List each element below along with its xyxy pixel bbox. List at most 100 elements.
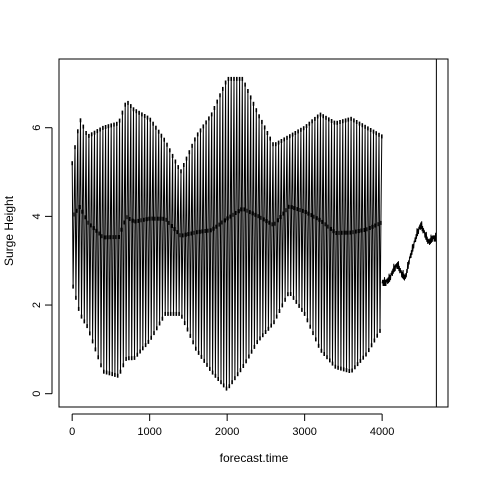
observed-surge-point — [216, 225, 218, 229]
observed-surge-point — [239, 77, 241, 81]
observed-surge-point — [231, 380, 233, 384]
observed-surge-point — [242, 77, 244, 81]
observed-surge-point — [162, 317, 164, 321]
observed-surge-point — [166, 143, 168, 147]
observed-surge-point — [363, 228, 365, 232]
observed-surge-point — [319, 218, 321, 222]
observed-surge-point — [194, 137, 196, 141]
observed-surge-point — [105, 125, 107, 129]
observed-surge-point — [338, 231, 340, 235]
observed-surge-point — [241, 207, 243, 211]
observed-surge-point — [251, 350, 253, 354]
observed-surge-point — [215, 374, 217, 378]
observed-surge-point — [373, 130, 375, 134]
observed-surge-point — [157, 217, 159, 221]
observed-surge-point — [144, 114, 146, 118]
observed-surge-point — [366, 227, 368, 231]
observed-surge-point — [96, 229, 98, 233]
observed-surge-point — [220, 380, 222, 384]
observed-surge-point — [357, 362, 359, 366]
observed-surge-point — [160, 217, 162, 221]
observed-surge-point — [152, 122, 154, 126]
observed-surge-point — [282, 303, 284, 307]
observed-surge-point — [94, 131, 96, 135]
observed-surge-point — [284, 298, 286, 302]
observed-surge-point — [167, 312, 169, 316]
observed-surge-point — [367, 126, 369, 130]
observed-surge-point — [306, 124, 308, 128]
observed-surge-point — [137, 353, 139, 357]
observed-surge-point — [145, 343, 147, 347]
observed-surge-point — [134, 356, 136, 360]
observed-surge-point — [286, 136, 288, 140]
observed-surge-point — [132, 219, 134, 223]
observed-surge-point — [163, 217, 165, 221]
observed-surge-point — [97, 355, 99, 359]
observed-surge-point — [259, 336, 261, 340]
observed-surge-point — [303, 126, 305, 130]
observed-surge-point — [90, 223, 92, 227]
observed-surge-point — [92, 339, 94, 343]
observed-surge-point — [330, 227, 332, 231]
observed-surge-point — [136, 109, 138, 113]
observed-surge-point — [302, 209, 304, 213]
observed-surge-point — [164, 312, 166, 316]
observed-surge-point — [375, 224, 377, 228]
observed-surge-point — [228, 77, 230, 81]
observed-surge-point — [216, 100, 218, 104]
observed-surge-point — [183, 163, 185, 167]
observed-surge-point — [213, 227, 215, 231]
observed-surge-point — [172, 154, 174, 158]
observed-surge-point — [307, 318, 309, 322]
observed-surge-point — [324, 222, 326, 226]
observed-surge-point — [337, 366, 339, 370]
observed-surge-point — [128, 356, 130, 360]
observed-surge-point — [137, 219, 139, 223]
series-layer — [71, 77, 436, 391]
x-axis-title: forecast.time — [220, 451, 289, 465]
observed-surge-point — [211, 112, 213, 116]
observed-surge-point — [368, 348, 370, 352]
observed-surge-point — [321, 349, 323, 353]
observed-surge-point — [243, 364, 245, 368]
observed-surge-point — [121, 228, 123, 232]
observed-surge-point — [122, 111, 124, 115]
observed-surge-point — [339, 120, 341, 124]
observed-surge-point — [342, 119, 344, 123]
observed-surge-point — [156, 326, 158, 330]
y-tick-label: 6 — [31, 125, 43, 131]
observed-surge-point — [362, 123, 364, 127]
observed-surge-point — [82, 210, 84, 214]
observed-surge-point — [271, 222, 273, 226]
observed-surge-point — [287, 292, 289, 296]
observed-surge-point — [139, 350, 141, 354]
observed-surge-point — [106, 371, 108, 375]
observed-surge-point — [263, 217, 265, 221]
observed-surge-point — [187, 328, 189, 332]
observed-surge-point — [312, 331, 314, 335]
observed-surge-point — [175, 160, 177, 164]
observed-surge-point — [154, 217, 156, 221]
observed-surge-point — [243, 207, 245, 211]
observed-surge-point — [291, 205, 293, 209]
observed-surge-point — [169, 148, 171, 152]
observed-surge-point — [340, 367, 342, 371]
observed-surge-point — [193, 231, 195, 235]
observed-surge-point — [214, 106, 216, 110]
observed-surge-point — [325, 116, 327, 120]
observed-surge-point — [261, 120, 263, 124]
observed-surge-point — [93, 226, 95, 230]
observed-surge-point — [230, 77, 232, 81]
observed-surge-point — [146, 217, 148, 221]
observed-surge-point — [155, 126, 157, 130]
observed-surge-point — [230, 215, 232, 219]
observed-surge-point — [181, 315, 183, 319]
observed-surge-point — [171, 224, 173, 228]
observed-surge-point — [141, 112, 143, 116]
observed-surge-point — [85, 131, 87, 135]
observed-surge-point — [123, 363, 125, 367]
observed-surge-point — [110, 123, 112, 127]
observed-surge-point — [84, 319, 86, 323]
observed-surge-point — [185, 233, 187, 237]
